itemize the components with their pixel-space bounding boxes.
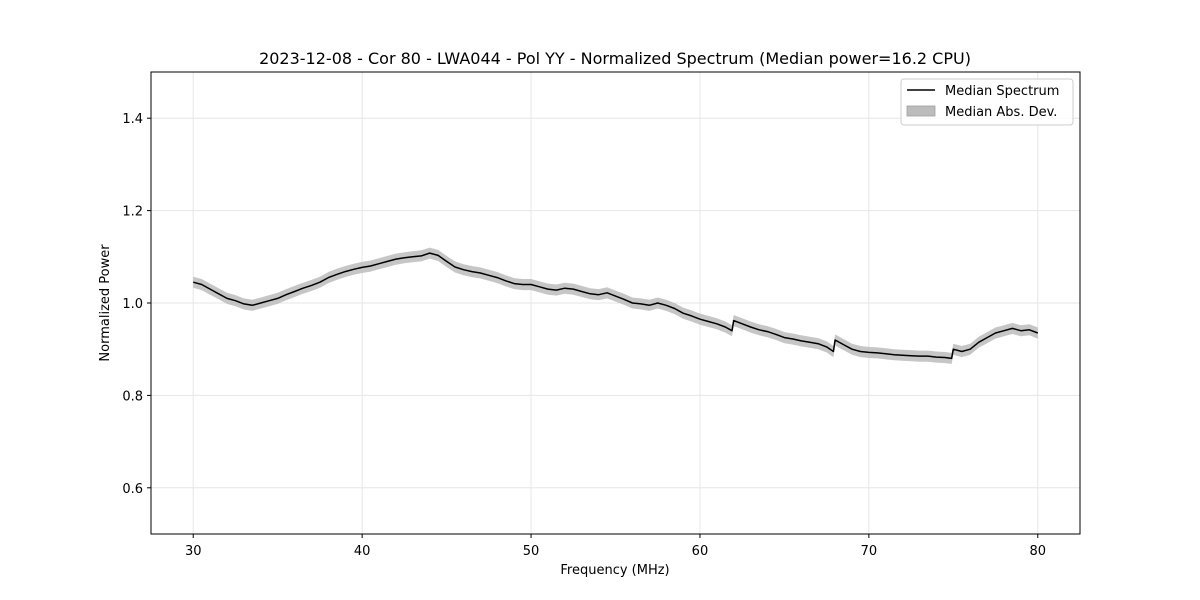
median-spectrum-line — [193, 252, 1039, 360]
median-line-layer — [193, 252, 1039, 360]
mad-band — [193, 247, 1038, 364]
x-tick-label: 50 — [523, 544, 540, 559]
x-tick-label: 70 — [861, 544, 878, 559]
y-tick-label: 0.6 — [122, 482, 143, 497]
legend-label-median-spectrum: Median Spectrum — [945, 84, 1059, 99]
y-tick-label: 1.0 — [122, 297, 143, 312]
legend: Median Spectrum Median Abs. Dev. — [900, 78, 1074, 126]
x-axis-label: Frequency (MHz) — [560, 563, 669, 578]
legend-label-median-abs-dev: Median Abs. Dev. — [945, 105, 1057, 120]
y-axis-label: Normalized Power — [98, 244, 113, 362]
mad-band-layer — [193, 247, 1038, 364]
legend-box — [900, 78, 1074, 126]
chart-title: 2023-12-08 - Cor 80 - LWA044 - Pol YY - … — [259, 49, 971, 68]
y-tick-label: 1.4 — [122, 112, 143, 127]
y-tick-label: 1.2 — [122, 205, 143, 220]
x-tick-label: 30 — [185, 544, 202, 559]
grid — [151, 72, 1080, 534]
y-axis-ticks: 0.6 0.8 1.0 1.2 1.4 — [122, 112, 151, 497]
x-tick-label: 80 — [1029, 544, 1046, 559]
legend-band-swatch — [906, 105, 936, 117]
y-tick-label: 0.8 — [122, 389, 143, 404]
x-tick-label: 40 — [354, 544, 371, 559]
x-axis-ticks: 30 40 50 60 70 80 — [185, 534, 1046, 559]
x-tick-label: 60 — [692, 544, 709, 559]
